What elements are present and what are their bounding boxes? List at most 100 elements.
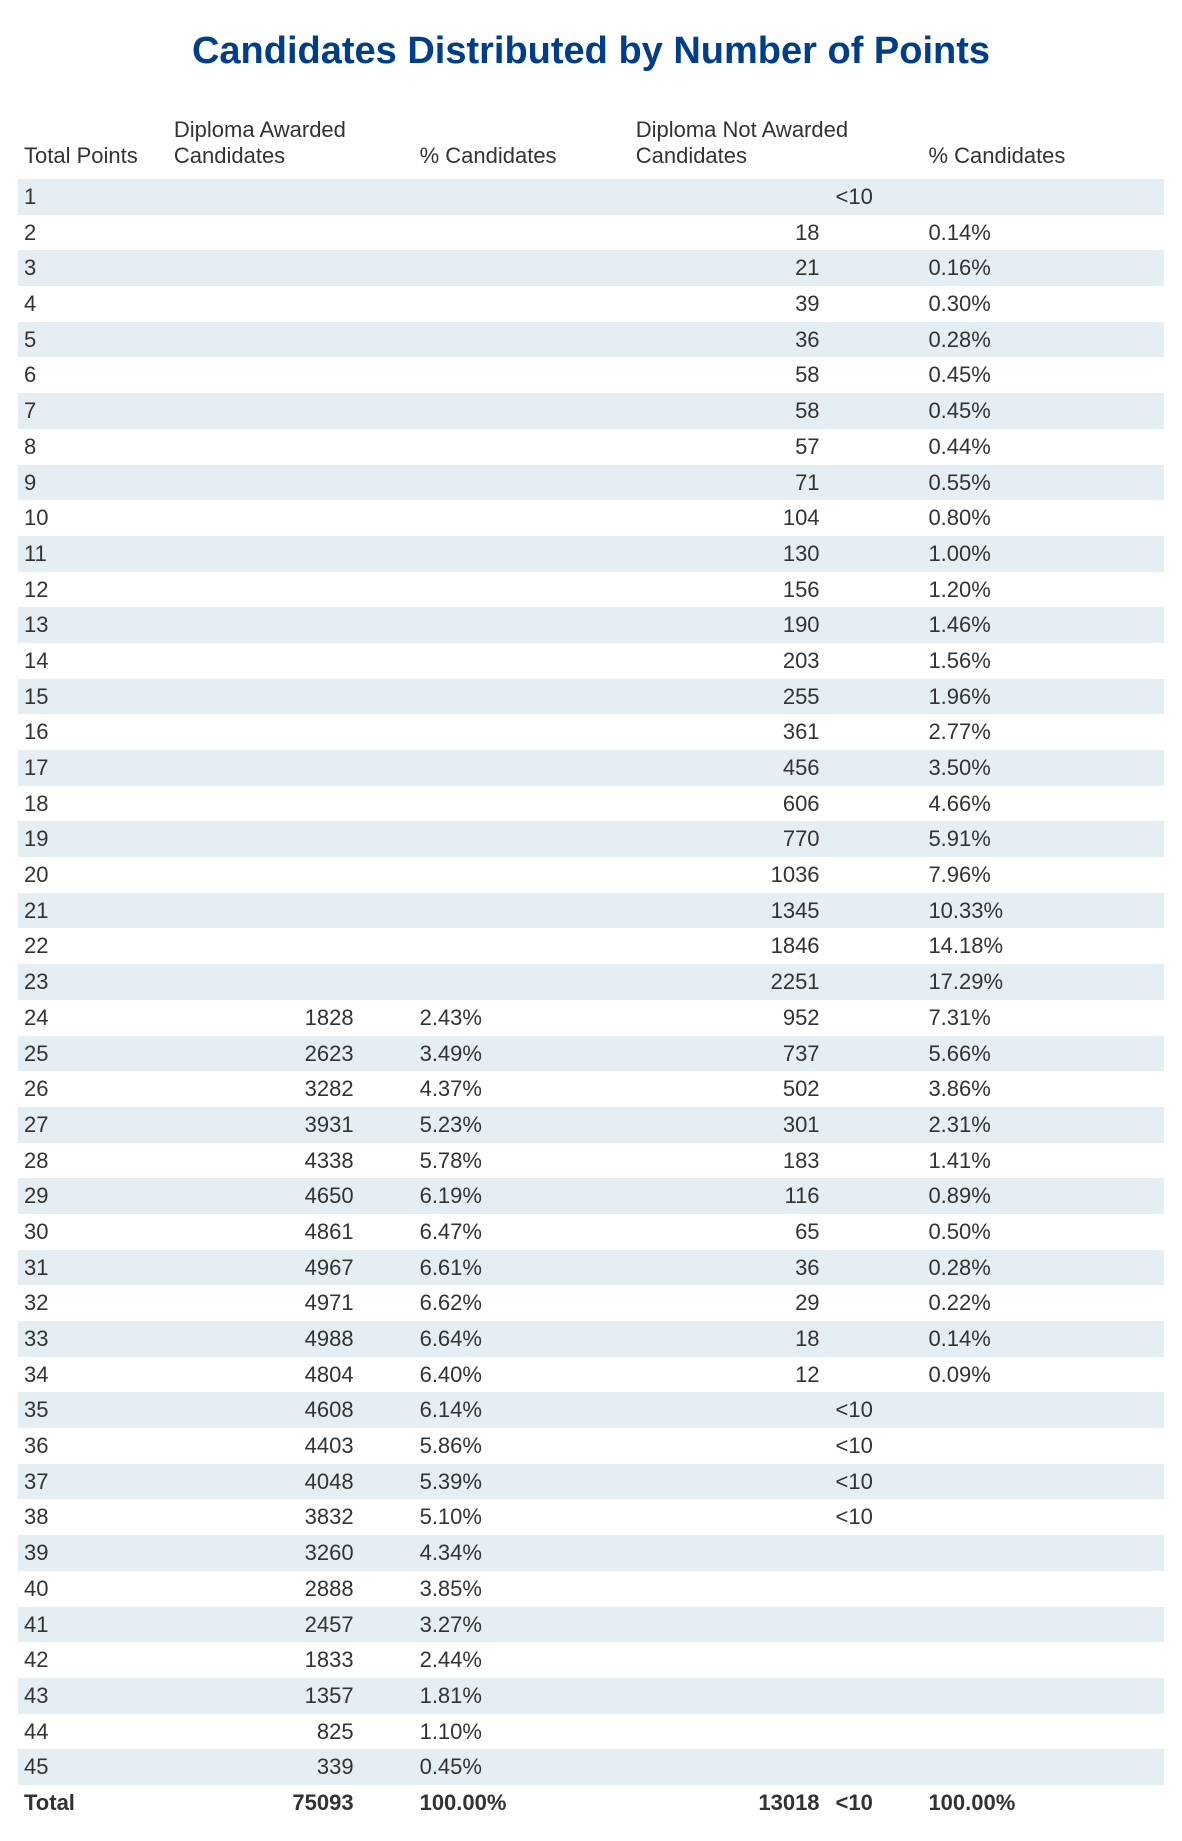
cell-notawarded-lt10 [830,1321,929,1357]
cell-notawarded-lt10 [830,357,929,393]
table-row: 3838325.10%<10 [18,1499,1164,1535]
cell-notawarded-candidates: 502 [630,1071,830,1107]
cell-awarded-percent [414,572,630,608]
cell-notawarded-candidates [630,1535,830,1571]
table-header-row: Total Points Diploma Awarded Candidates … [18,113,1164,179]
cell-awarded-candidates [168,572,414,608]
cell-points: 7 [18,393,168,429]
page-title: Candidates Distributed by Number of Poin… [18,30,1164,73]
cell-awarded-percent: 3.49% [414,1036,630,1072]
cell-notawarded-lt10 [830,821,929,857]
cell-awarded-candidates: 4650 [168,1178,414,1214]
cell-notawarded-percent [928,1428,1164,1464]
cell-points: 18 [18,786,168,822]
cell-notawarded-lt10 [830,857,929,893]
cell-notawarded-percent: 0.14% [928,215,1164,251]
cell-notawarded-percent: 7.96% [928,857,1164,893]
cell-points: 43 [18,1678,168,1714]
cell-awarded-percent: 6.47% [414,1214,630,1250]
cell-notawarded-candidates [630,1428,830,1464]
cell-notawarded-lt10 [830,1285,929,1321]
cell-awarded-candidates: 2457 [168,1607,414,1643]
cell-points: 26 [18,1071,168,1107]
cell-notawarded-percent: 4.66% [928,786,1164,822]
cell-awarded-candidates: 3931 [168,1107,414,1143]
cell-notawarded-lt10 [830,250,929,286]
cell-awarded-percent [414,215,630,251]
cell-notawarded-percent: 0.14% [928,1321,1164,1357]
cell-points: 14 [18,643,168,679]
col-header-points: Total Points [18,113,168,179]
cell-notawarded-lt10 [830,679,929,715]
cell-awarded-candidates: 339 [168,1749,414,1785]
cell-awarded-candidates: 825 [168,1714,414,1750]
cell-points: 31 [18,1250,168,1286]
table-row: 3149676.61%360.28% [18,1250,1164,1286]
cell-awarded-candidates [168,322,414,358]
cell-awarded-candidates: 1833 [168,1642,414,1678]
table-row: 1<10 [18,179,1164,215]
cell-awarded-candidates [168,536,414,572]
cell-awarded-percent [414,536,630,572]
cell-notawarded-percent: 0.16% [928,250,1164,286]
cell-points: 36 [18,1428,168,1464]
cell-awarded-candidates [168,179,414,215]
cell-notawarded-candidates: 36 [630,322,830,358]
cell-notawarded-lt10 [830,1107,929,1143]
cell-awarded-percent: 2.44% [414,1642,630,1678]
cell-awarded-percent [414,500,630,536]
table-row: 448251.10% [18,1714,1164,1750]
cell-awarded-candidates [168,643,414,679]
table-row: 101040.80% [18,500,1164,536]
cell-notawarded-percent: 1.00% [928,536,1164,572]
cell-points: 41 [18,1607,168,1643]
table-row: 3349886.64%180.14% [18,1321,1164,1357]
cell-points: 38 [18,1499,168,1535]
cell-notawarded-candidates [630,179,830,215]
cell-notawarded-percent: 0.55% [928,465,1164,501]
cell-notawarded-percent [928,1499,1164,1535]
cell-notawarded-lt10 [830,1000,929,1036]
cell-notawarded-percent: 7.31% [928,1000,1164,1036]
cell-awarded-percent [414,964,630,1000]
cell-awarded-candidates [168,750,414,786]
cell-points: 37 [18,1464,168,1500]
cell-notawarded-percent [928,1535,1164,1571]
cell-awarded-candidates: 3282 [168,1071,414,1107]
cell-points: 8 [18,429,168,465]
cell-notawarded-candidates: 71 [630,465,830,501]
cell-notawarded-percent: 1.41% [928,1143,1164,1179]
cell-notawarded-percent: 3.86% [928,1071,1164,1107]
table-row: 152551.96% [18,679,1164,715]
cell-awarded-candidates: 4804 [168,1357,414,1393]
col-header-notawarded-percent: % Candidates [928,113,1164,179]
cell-awarded-percent [414,821,630,857]
cell-notawarded-percent: 0.44% [928,429,1164,465]
cell-notawarded-lt10 [830,1678,929,1714]
cell-points: 44 [18,1714,168,1750]
cell-notawarded-lt10 [830,928,929,964]
cell-awarded-candidates [168,893,414,929]
table-row: 163612.77% [18,714,1164,750]
table-row: 4218332.44% [18,1642,1164,1678]
table-row: 2946506.19%1160.89% [18,1178,1164,1214]
cell-notawarded-lt10 [830,1250,929,1286]
cell-notawarded-candidates: 361 [630,714,830,750]
table-row: 8570.44% [18,429,1164,465]
cell-notawarded-lt10: <10 [830,1785,929,1821]
cell-notawarded-candidates [630,1464,830,1500]
cell-notawarded-percent [928,1642,1164,1678]
cell-notawarded-percent: 5.91% [928,821,1164,857]
col-header-awarded-candidates: Diploma Awarded Candidates [168,113,414,179]
cell-awarded-candidates: 4338 [168,1143,414,1179]
cell-notawarded-candidates: 1345 [630,893,830,929]
cell-notawarded-lt10 [830,1178,929,1214]
cell-awarded-candidates: 2888 [168,1571,414,1607]
cell-notawarded-lt10 [830,1214,929,1250]
cell-awarded-candidates: 75093 [168,1785,414,1821]
cell-notawarded-candidates [630,1642,830,1678]
cell-awarded-candidates [168,714,414,750]
cell-awarded-percent: 4.37% [414,1071,630,1107]
table-row: 4124573.27% [18,1607,1164,1643]
cell-points: 39 [18,1535,168,1571]
